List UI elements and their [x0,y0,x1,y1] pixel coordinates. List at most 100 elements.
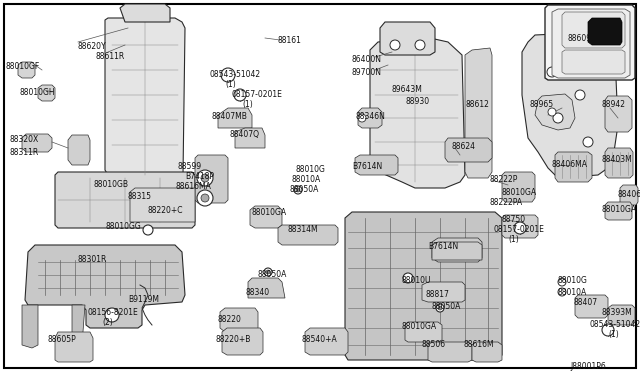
Text: 88050A: 88050A [432,302,461,311]
Text: 88406MA: 88406MA [552,160,588,169]
Polygon shape [235,128,265,148]
Polygon shape [18,62,35,78]
Polygon shape [605,96,632,132]
Polygon shape [218,108,252,128]
Text: 88609N: 88609N [568,34,598,43]
Polygon shape [278,225,338,245]
Polygon shape [358,108,382,128]
Polygon shape [105,18,185,183]
Polygon shape [432,242,482,260]
Text: 88010U: 88010U [402,276,431,285]
Polygon shape [605,148,633,178]
Polygon shape [562,50,625,74]
Text: 88605P: 88605P [48,335,77,344]
Circle shape [197,190,213,206]
Text: 88407: 88407 [574,298,598,307]
Text: 88616M: 88616M [464,340,495,349]
Text: 88611R: 88611R [95,52,124,61]
Text: 88010GB: 88010GB [94,180,129,189]
Text: 88010GF: 88010GF [5,62,39,71]
Text: 88403M: 88403M [602,155,633,164]
Text: 89643M: 89643M [392,85,423,94]
Text: 88315: 88315 [128,192,152,201]
Text: 88050A: 88050A [289,185,318,194]
Circle shape [548,108,556,116]
Text: 88540+A: 88540+A [302,335,338,344]
Polygon shape [428,342,472,362]
Polygon shape [502,215,538,238]
Polygon shape [432,238,482,262]
Polygon shape [575,295,608,318]
Text: 88311R: 88311R [10,148,39,157]
Polygon shape [620,185,638,205]
Text: 08543-51042: 08543-51042 [590,320,640,329]
Text: 88010GA: 88010GA [502,188,537,197]
Polygon shape [55,332,93,362]
Text: 88599: 88599 [178,162,202,171]
Text: 88942: 88942 [602,100,626,109]
Polygon shape [562,12,625,48]
Polygon shape [380,22,435,55]
Circle shape [415,40,425,50]
Polygon shape [555,152,592,182]
Polygon shape [465,48,492,178]
Polygon shape [38,85,55,101]
Circle shape [514,222,526,234]
Circle shape [438,306,442,310]
Polygon shape [608,305,635,325]
Polygon shape [355,155,398,175]
Text: 88314M: 88314M [287,225,317,234]
Polygon shape [445,138,492,162]
Polygon shape [552,9,630,78]
Circle shape [221,68,235,82]
Polygon shape [545,5,635,80]
Text: (1): (1) [225,80,236,89]
Text: 88965: 88965 [530,100,554,109]
Text: 88930: 88930 [406,97,430,106]
Circle shape [234,89,246,101]
Text: J88001P6: J88001P6 [570,362,605,371]
Polygon shape [72,305,85,348]
Circle shape [602,324,614,336]
Text: 88620Y: 88620Y [78,42,107,51]
Polygon shape [22,134,52,152]
Text: B9119M: B9119M [128,295,159,304]
Polygon shape [250,206,282,228]
Text: 88010GH: 88010GH [20,88,56,97]
Circle shape [390,40,400,50]
Circle shape [197,170,213,186]
Text: B7614N: B7614N [428,242,458,251]
Polygon shape [588,18,622,45]
Circle shape [266,270,270,274]
Text: 88010G: 88010G [295,165,325,174]
Text: 88220+C: 88220+C [148,206,184,215]
Circle shape [296,188,300,192]
Text: B7614N: B7614N [352,162,382,171]
Polygon shape [68,135,90,165]
Polygon shape [55,172,195,228]
Text: (1): (1) [242,100,253,109]
Polygon shape [502,172,535,202]
Text: (1): (1) [608,330,619,339]
Polygon shape [25,245,185,328]
Text: 88320X: 88320X [10,135,39,144]
Text: 88222P: 88222P [490,175,518,184]
Text: 88340: 88340 [245,288,269,297]
Text: 88301R: 88301R [78,255,108,264]
Text: 88750: 88750 [502,215,526,224]
Circle shape [436,304,444,312]
Text: 88817: 88817 [425,290,449,299]
Text: 88406M: 88406M [618,190,640,199]
Text: 08157-0201E: 08157-0201E [232,90,283,99]
Polygon shape [130,188,195,222]
Circle shape [358,114,366,122]
Text: 88161: 88161 [278,36,302,45]
Polygon shape [345,212,502,360]
Circle shape [143,225,153,235]
Polygon shape [220,308,258,332]
Circle shape [575,90,585,100]
Circle shape [201,174,209,182]
Text: (2): (2) [102,318,113,327]
Text: 88616MA: 88616MA [175,182,211,191]
Text: 86400N: 86400N [352,55,382,64]
